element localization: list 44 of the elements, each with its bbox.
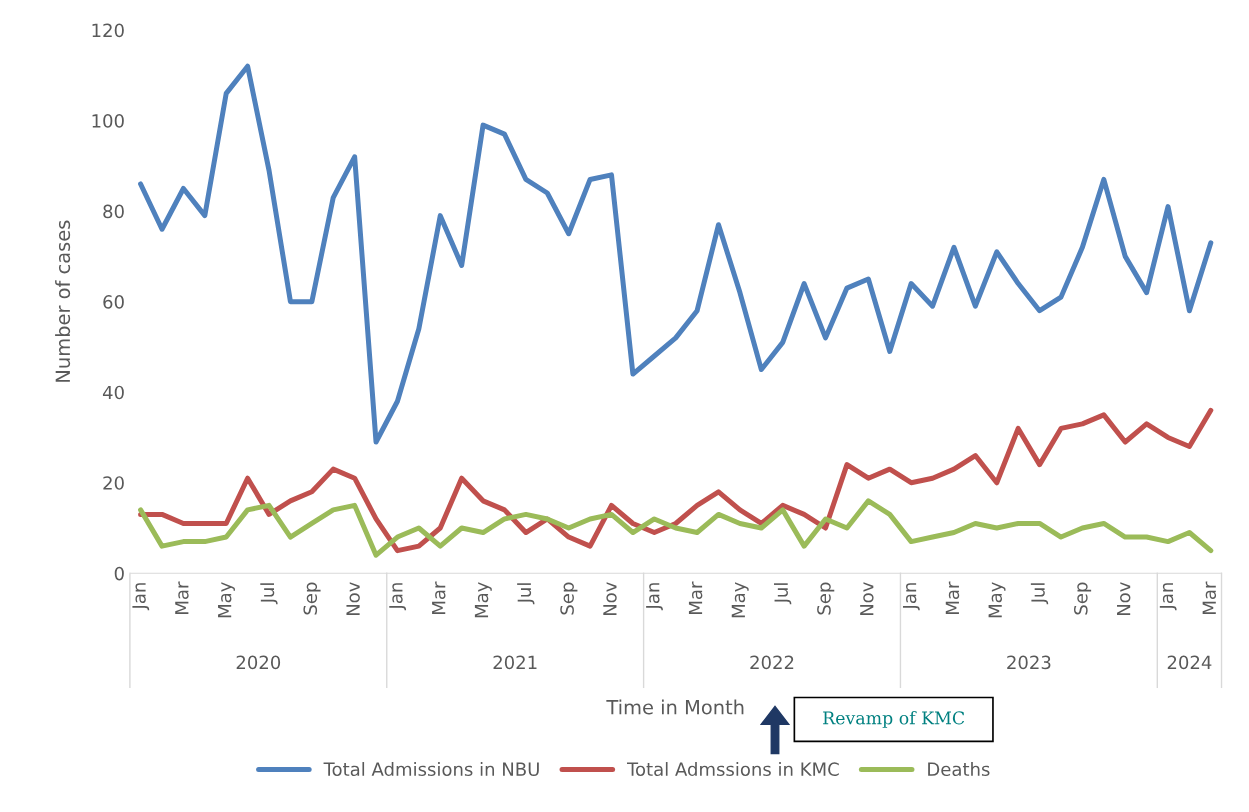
y-tick-label: 100 — [92, 114, 124, 128]
x-tick-label: Mar — [945, 581, 960, 614]
text: 2020 — [236, 655, 281, 670]
x-tick-label: Nov — [1117, 582, 1131, 616]
x-tick-label: Jan — [132, 583, 150, 611]
x-tick-label: Sep — [1073, 582, 1092, 615]
x-tick-label: Nov — [860, 582, 874, 616]
legend-label: Total Admssions in KMC — [626, 762, 839, 777]
text: 2022 — [750, 655, 794, 670]
x-tick-label: Jan — [1159, 583, 1177, 611]
x-tick-label: Jul — [517, 583, 535, 605]
x-tick-label: Mar — [175, 581, 189, 614]
x-tick-label: Sep — [817, 582, 835, 615]
text: 2024 — [1167, 655, 1212, 670]
text: 2023 — [1007, 655, 1051, 670]
text: 2021 — [493, 655, 537, 670]
y-tick-label: 40 — [102, 385, 124, 400]
x-tick-label: Jul — [260, 583, 278, 605]
y-tick-label: 60 — [103, 295, 124, 309]
y-tick-label: 120 — [92, 23, 124, 38]
x-tick-label: May — [988, 582, 1006, 618]
x-tick-label: Jul — [1030, 583, 1049, 605]
legend-label: Deaths — [928, 762, 990, 777]
x-tick-label: Mar — [688, 581, 703, 614]
x-tick-label: Jan — [646, 583, 663, 611]
y-tick-label: 0 — [114, 566, 124, 581]
x-tick-label: May — [731, 582, 749, 618]
x-tick-label: Sep — [303, 582, 321, 615]
y-tick-label: 20 — [103, 476, 124, 490]
x-tick-label: Mar — [432, 581, 446, 614]
x-tick-label: Nov — [603, 582, 617, 616]
text: Revamp of KMC — [823, 711, 965, 728]
x-axis-title: Time in Month — [606, 699, 744, 715]
x-tick-label: Jul — [773, 583, 792, 605]
x-tick-label: May — [218, 582, 235, 618]
x-tick-label: Jan — [902, 583, 920, 611]
x-tick-label: May — [474, 582, 492, 618]
x-tick-label: Nov — [346, 582, 360, 616]
y-axis-title: Number of cases — [55, 220, 71, 382]
x-tick-label: Mar — [1202, 581, 1217, 614]
legend-label: Total Admissions in NBU — [323, 762, 539, 777]
y-tick-label: 80 — [103, 204, 124, 219]
x-tick-label: Jan — [389, 583, 407, 611]
x-tick-label: Sep — [560, 582, 578, 615]
